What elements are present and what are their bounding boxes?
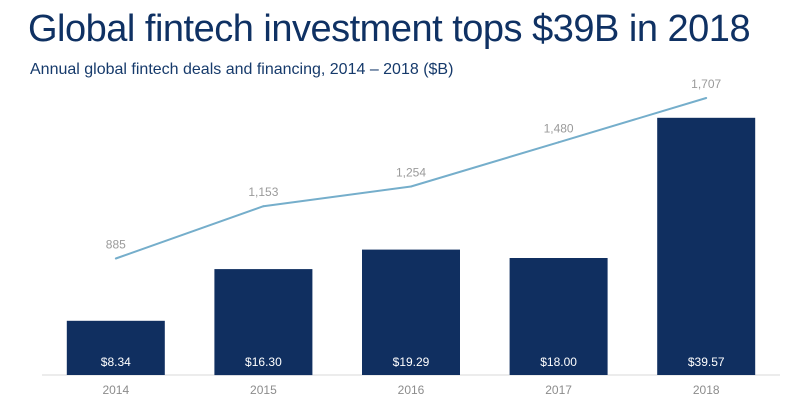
bar-2016 [362, 249, 460, 375]
bar-value-label-2016: $19.29 [393, 355, 430, 369]
deals-point-2017 [557, 141, 560, 144]
deals-value-label-2018: 1,707 [691, 77, 721, 91]
x-tick-label-2016: 2016 [398, 383, 425, 397]
bar-value-label-2014: $8.34 [101, 355, 131, 369]
deals-point-2014 [114, 257, 117, 260]
deals-value-label-2015: 1,153 [248, 185, 278, 199]
bar-value-label-2015: $16.30 [245, 355, 282, 369]
deals-point-2018 [705, 97, 708, 99]
x-tick-label-2014: 2014 [102, 383, 129, 397]
bar-2018 [657, 117, 756, 376]
deals-value-label-2017: 1,480 [544, 121, 574, 135]
bar-2015 [214, 269, 313, 376]
deals-value-label-2014: 885 [106, 238, 126, 252]
deals-value-label-2016: 1,254 [396, 166, 426, 180]
deals-point-2015 [262, 205, 265, 208]
chart-subtitle: Annual global fintech deals and financin… [30, 61, 454, 78]
x-tick-label-2017: 2017 [545, 383, 572, 397]
chart-title: Global fintech investment tops $39B in 2… [28, 8, 751, 50]
bar-2014 [66, 320, 165, 375]
bar-2017 [509, 258, 608, 375]
x-tick-label-2018: 2018 [693, 383, 720, 397]
bar-value-label-2017: $18.00 [540, 355, 577, 369]
deals-point-2016 [410, 185, 412, 188]
bar-value-label-2018: $39.57 [688, 355, 725, 369]
x-tick-label-2015: 2015 [250, 383, 277, 397]
